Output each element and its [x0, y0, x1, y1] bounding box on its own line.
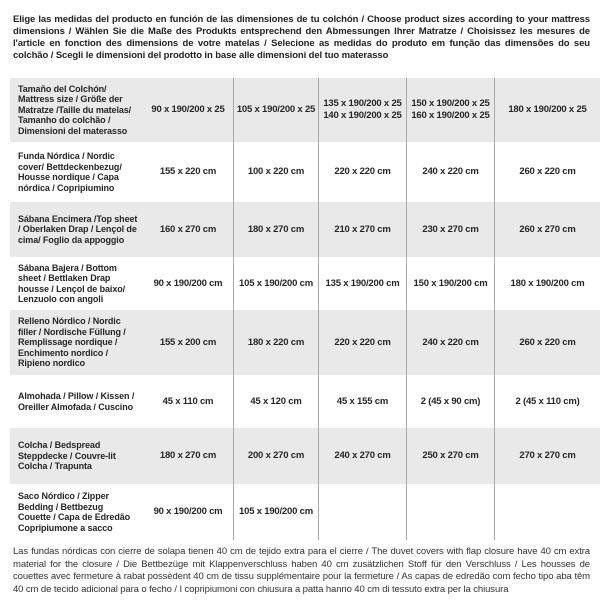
row-label: Colcha / Bedspread Steppdecke / Couvre-l… — [18, 440, 116, 472]
size-column-4: 180 x 190/200 x 25 — [494, 78, 600, 142]
row-label: Almohada / Pillow / Kissen / Oreiller Al… — [18, 391, 135, 412]
size-value: 160 x 190/200 x 25 — [411, 110, 490, 121]
size-guide-page: Elige las medidas del producto en funció… — [0, 14, 600, 596]
value-cell: 160 x 270 cm — [159, 223, 217, 235]
size-value: 180 x 190/200 x 25 — [508, 104, 587, 115]
value-cell: 90 x 190/200 cm — [153, 506, 223, 517]
size-value: 105 x 190/200 x 25 — [236, 104, 316, 115]
value-cell: 250 x 270 cm — [406, 428, 494, 484]
value-cell: 200 x 270 cm — [233, 428, 318, 484]
value-cell: 45 x 120 cm — [233, 375, 318, 428]
size-column-0: 90 x 190/200 x 25 — [143, 78, 233, 142]
table-row-nordic-filler: Relleno Nórdico / Nordic filler / Nordis… — [10, 310, 600, 375]
value-cell: 180 x 270 cm — [159, 450, 217, 461]
value-cell: 135 x 190/200 cm — [318, 257, 406, 310]
value-cell: 100 x 220 cm — [233, 142, 318, 202]
value-cell: 220 x 220 cm — [318, 310, 406, 375]
value-cell: 240 x 220 cm — [406, 142, 494, 202]
value-cell: 45 x 155 cm — [318, 375, 406, 428]
value-cell: 2 (45 x 90 cm) — [406, 375, 494, 428]
value-cell: 2 (45 x 110 cm) — [494, 375, 600, 428]
table-row-duvet-cover: Funda Nórdica / Nordic cover/ Bettdecken… — [10, 142, 600, 202]
table-row-bottom-sheet: Sábana Bajera / Bottom sheet / Bettlaken… — [10, 257, 600, 310]
value-cell: 220 x 220 cm — [318, 142, 406, 202]
value-cell: 260 x 220 cm — [494, 142, 600, 202]
intro-text: Elige las medidas del producto en funció… — [13, 14, 590, 61]
row-label: Sábana Encimera /Top sheet / Oberlaken D… — [18, 213, 138, 245]
size-value: 90 x 190/200 x 25 — [151, 104, 225, 115]
size-column-3: 150 x 190/200 x 25 160 x 190/200 x 25 — [406, 78, 494, 142]
table-row-zipper-bedding: Saco Nórdico / Zipper Bedding / Bettbezu… — [10, 484, 600, 540]
value-cell: 240 x 270 cm — [318, 428, 406, 484]
table-row-pillow: Almohada / Pillow / Kissen / Oreiller Al… — [10, 375, 600, 428]
value-cell: 180 x 220 cm — [233, 310, 318, 375]
size-value: 135 x 190/200 x 25 — [323, 98, 402, 109]
size-column-1: 105 x 190/200 x 25 — [233, 78, 318, 142]
value-cell: 180 x 190/200 cm — [494, 257, 600, 310]
value-cell: 180 x 270 cm — [233, 202, 318, 257]
value-cell: 105 x 190/200 cm — [233, 484, 318, 540]
value-cell: 230 x 270 cm — [406, 202, 494, 257]
value-cell — [494, 484, 600, 540]
value-cell — [406, 484, 494, 540]
value-cell: 240 x 220 cm — [406, 310, 494, 375]
size-value: 150 x 190/200 x 25 — [411, 98, 490, 109]
row-label: Relleno Nórdico / Nordic filler / Nordis… — [18, 316, 126, 369]
table-row-top-sheet: Sábana Encimera /Top sheet / Oberlaken D… — [10, 202, 600, 257]
value-cell: 155 x 220 cm — [159, 166, 217, 177]
size-column-2: 135 x 190/200 x 25 140 x 190/200 x 25 — [318, 78, 406, 142]
row-label-mattress-size: Tamaño del Colchón/ Mattress size / Größ… — [18, 83, 132, 136]
value-cell: 105 x 190/200 cm — [233, 257, 318, 310]
value-cell: 210 x 270 cm — [318, 202, 406, 257]
table-header-row: Tamaño del Colchón/ Mattress size / Größ… — [10, 78, 600, 142]
size-value: 140 x 190/200 x 25 — [323, 110, 402, 121]
row-label: Sábana Bajera / Bottom sheet / Bettlaken… — [18, 262, 126, 305]
value-cell: 260 x 270 cm — [494, 202, 600, 257]
value-cell: 260 x 220 cm — [494, 310, 600, 375]
row-label: Funda Nórdica / Nordic cover/ Bettdecken… — [18, 151, 122, 193]
size-table: Tamaño del Colchón/ Mattress size / Größ… — [10, 78, 600, 540]
value-cell: 270 x 270 cm — [494, 428, 600, 484]
value-cell: 90 x 190/200 cm — [153, 277, 223, 289]
value-cell — [318, 484, 406, 540]
value-cell: 150 x 190/200 cm — [406, 257, 494, 310]
value-cell: 155 x 200 cm — [159, 336, 217, 348]
footnote-text: Las fundas nórdicas con cierre de solapa… — [13, 546, 590, 595]
row-label: Saco Nórdico / Zipper Bedding / Bettbezu… — [18, 491, 131, 533]
table-row-bedspread: Colcha / Bedspread Steppdecke / Couvre-l… — [10, 428, 600, 484]
value-cell: 45 x 110 cm — [162, 395, 214, 407]
